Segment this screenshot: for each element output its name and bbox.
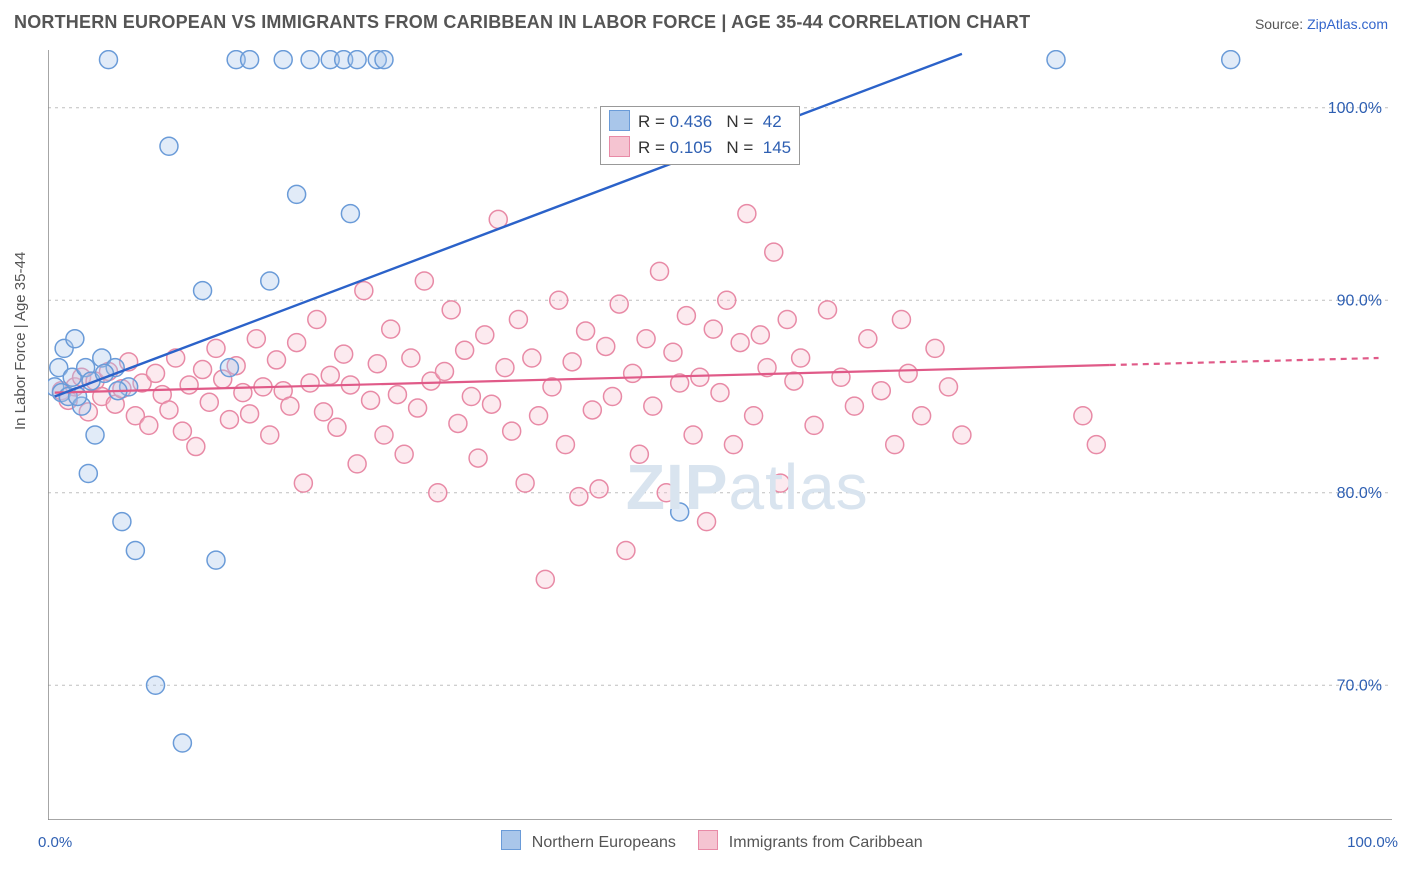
scatter-plot-svg: 70.0% 80.0% 90.0% 100.0% [48, 50, 1392, 820]
source-attribution: Source: ZipAtlas.com [1255, 16, 1388, 32]
stats-text-a: R = 0.436 N = 42 [638, 112, 782, 131]
stats-row-a: R = 0.436 N = 42 [609, 109, 791, 135]
bottom-legend: Northern Europeans Immigrants from Carib… [0, 830, 1406, 852]
chart-title: NORTHERN EUROPEAN VS IMMIGRANTS FROM CAR… [14, 12, 1030, 33]
source-link[interactable]: ZipAtlas.com [1307, 16, 1388, 32]
chart-container: NORTHERN EUROPEAN VS IMMIGRANTS FROM CAR… [0, 0, 1406, 892]
stats-row-b: R = 0.105 N = 145 [609, 135, 791, 161]
legend-label-b: Immigrants from Caribbean [729, 834, 923, 851]
plot-area: 70.0%80.0%90.0%100.0% ZIPatlas R = 0.436… [48, 50, 1392, 820]
source-label: Source: [1255, 16, 1307, 32]
stats-legend: R = 0.436 N = 42 R = 0.105 N = 145 [600, 106, 800, 165]
legend-swatch-b [698, 830, 718, 850]
svg-text:80.0%: 80.0% [1337, 485, 1382, 502]
svg-text:100.0%: 100.0% [1328, 100, 1382, 117]
legend-label-a: Northern Europeans [532, 834, 676, 851]
svg-text:70.0%: 70.0% [1337, 677, 1382, 694]
stats-swatch-b [609, 136, 630, 157]
stats-swatch-a [609, 110, 630, 131]
stats-text-b: R = 0.105 N = 145 [638, 138, 791, 157]
y-axis-label: In Labor Force | Age 35-44 [12, 252, 29, 430]
legend-swatch-a [501, 830, 521, 850]
svg-text:90.0%: 90.0% [1337, 292, 1382, 309]
